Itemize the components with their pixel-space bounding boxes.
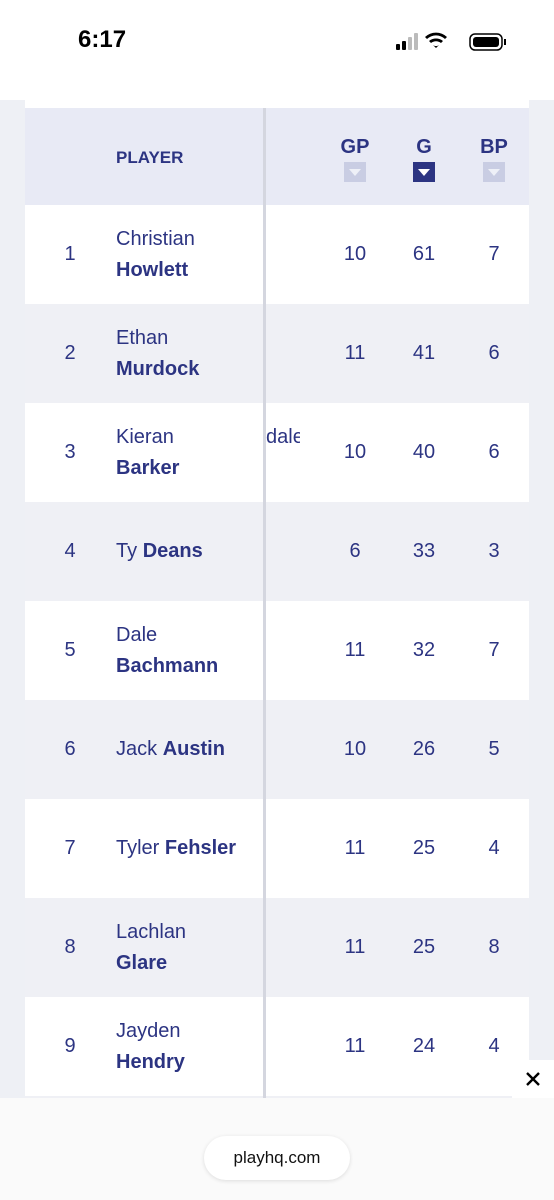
player-name: Dale Bachmann (116, 620, 218, 682)
bp-value: 6 (488, 342, 500, 364)
clipped-team: dale (266, 426, 300, 448)
bp-value: 8 (488, 936, 500, 958)
player-name: Ethan Murdock (116, 323, 199, 385)
rank: 5 (64, 639, 76, 661)
table-row[interactable]: 2 Ethan Murdock 11 41 6 (25, 304, 529, 403)
status-icons (396, 32, 506, 51)
time: 6:17 (78, 26, 127, 53)
rank: 8 (64, 936, 76, 958)
g-value: 40 (412, 441, 436, 463)
sort-toggle[interactable] (483, 162, 505, 182)
g-value: 25 (412, 837, 436, 859)
rank: 1 (64, 243, 76, 265)
first-name: Ty (116, 540, 138, 562)
table-row[interactable]: 9 Jayden Hendry 11 24 4 (25, 997, 529, 1096)
player-name: Jack Austin (116, 734, 225, 765)
g-value: 25 (412, 936, 436, 958)
rank: 6 (64, 738, 76, 760)
bp-value: 6 (488, 441, 500, 463)
player-name: Tyler Fehsler (116, 833, 236, 864)
column-divider (263, 108, 266, 1120)
table-row[interactable]: 6 Jack Austin 10 26 5 (25, 700, 529, 799)
bp-value: 7 (488, 243, 500, 265)
gp-value: 11 (344, 936, 366, 958)
bp-value: 5 (488, 738, 500, 760)
sort-toggle[interactable] (413, 162, 435, 182)
gp-value: 6 (349, 540, 361, 562)
g-value: 26 (412, 738, 436, 760)
gp-value: 11 (344, 342, 366, 364)
gp-value: 11 (344, 1035, 366, 1057)
rank: 2 (64, 342, 76, 364)
player-name: Lachlan Glare (116, 917, 186, 979)
gp-header: GP (340, 136, 370, 158)
table-row[interactable]: 7 Tyler Fehsler 11 25 4 (25, 799, 529, 898)
player-name: Jayden Hendry (116, 1016, 185, 1078)
g-header: G (416, 136, 432, 158)
last-name: Fehsler (164, 837, 237, 859)
first-name: Dale (116, 624, 158, 646)
last-name: Glare (116, 952, 168, 974)
table-header: PLAYER GP G BP (25, 108, 529, 205)
table-row[interactable]: 1 Christian Howlett 10 61 7 (25, 205, 529, 304)
rank: 4 (64, 540, 76, 562)
player-header: PLAYER (116, 148, 184, 167)
g-value: 33 (412, 540, 436, 562)
last-name: Hendry (116, 1051, 185, 1073)
last-name: Bachmann (116, 655, 219, 677)
gp-value: 11 (344, 837, 366, 859)
close-button[interactable] (512, 1060, 554, 1098)
sort-toggle[interactable] (344, 162, 366, 182)
gp-value: 11 (344, 639, 366, 661)
bp-header: BP (480, 136, 508, 158)
bp-value: 7 (488, 639, 500, 661)
first-name: Kieran (116, 426, 174, 448)
g-value: 41 (412, 342, 436, 364)
table-row[interactable]: 5 Dale Bachmann 11 32 7 (25, 601, 529, 700)
g-value: 32 (412, 639, 436, 661)
player-name: Christian Howlett (116, 224, 195, 286)
g-value: 24 (412, 1035, 436, 1057)
bp-value: 4 (488, 837, 500, 859)
last-name: Barker (116, 457, 180, 479)
gp-value: 10 (343, 738, 367, 760)
bp-value: 4 (488, 1035, 500, 1057)
first-name: Lachlan (116, 921, 187, 943)
last-name: Austin (162, 738, 225, 760)
last-name: Murdock (116, 358, 200, 380)
rank: 3 (64, 441, 76, 463)
last-name: Howlett (116, 259, 189, 281)
first-name: Jayden (116, 1020, 181, 1042)
gp-value: 10 (343, 243, 367, 265)
first-name: Tyler (116, 837, 160, 859)
table-row[interactable]: 8 Lachlan Glare 11 25 8 (25, 898, 529, 997)
url-pill[interactable]: playhq.com (204, 1136, 350, 1180)
player-name: Kieran Barker (116, 422, 179, 484)
table-row[interactable]: 3 Kieran Barker dale 10 40 6 (25, 403, 529, 502)
player-name: Ty Deans (116, 536, 203, 567)
last-name: Deans (142, 540, 203, 562)
g-value: 61 (412, 243, 436, 265)
gp-value: 10 (343, 441, 367, 463)
rank: 7 (64, 837, 76, 859)
first-name: Jack (116, 738, 158, 760)
rank: 9 (64, 1035, 76, 1057)
first-name: Ethan (116, 327, 169, 349)
first-name: Christian (116, 228, 195, 250)
bp-value: 3 (488, 540, 500, 562)
table-row[interactable]: 4 Ty Deans 6 33 3 (25, 502, 529, 601)
